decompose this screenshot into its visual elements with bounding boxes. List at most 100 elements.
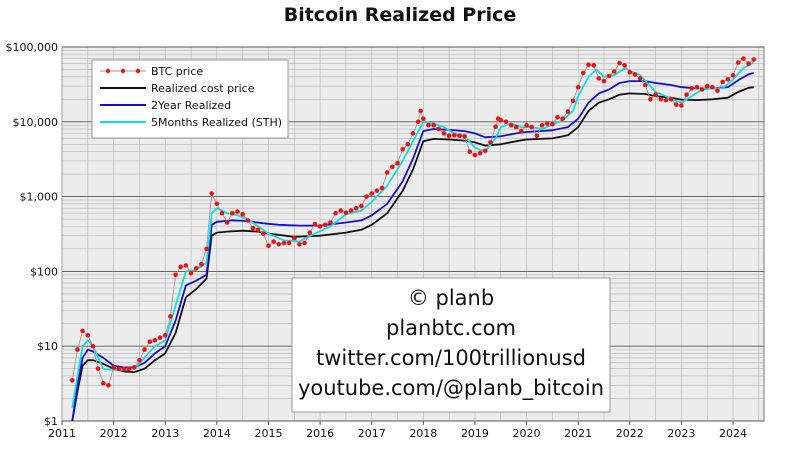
btc-price-point (730, 72, 736, 78)
btc-price-point (648, 97, 653, 102)
btc-price-point (715, 88, 720, 94)
btc-price-point (292, 235, 297, 241)
btc-price-point (751, 57, 756, 62)
btc-price-point (488, 140, 493, 145)
y-tick-label: $1 (44, 415, 58, 428)
x-tick-label: 2013 (151, 427, 179, 440)
btc-price-point (565, 109, 571, 114)
btc-price-point (188, 270, 194, 276)
y-tick-label: $1,000 (20, 191, 59, 204)
btc-price-point (317, 224, 323, 229)
btc-price-point (720, 79, 725, 85)
x-tick-label: 2022 (616, 427, 644, 440)
btc-price-point (493, 124, 498, 129)
legend-label-realized-cost: Realized cost price (151, 82, 255, 95)
legend-btc-marker (105, 68, 111, 74)
btc-price-point (132, 365, 137, 370)
btc-price-point (121, 366, 127, 372)
btc-price-point (674, 102, 679, 107)
x-tick-label: 2023 (667, 427, 695, 440)
btc-price-point (75, 347, 80, 352)
x-tick-label: 2020 (513, 427, 541, 440)
btc-price-point (364, 194, 369, 199)
btc-price-point (250, 225, 256, 231)
btc-price-point (322, 222, 328, 228)
btc-price-point (235, 209, 240, 214)
btc-price-point (116, 366, 122, 372)
btc-price-point (643, 82, 648, 88)
btc-price-point (307, 230, 313, 235)
btc-price-point (606, 73, 612, 79)
btc-price-point (90, 343, 96, 349)
btc-price-point (699, 87, 705, 92)
btc-price-point (483, 148, 488, 154)
y-tick-label: $10 (37, 340, 58, 353)
btc-price-point (168, 314, 173, 319)
btc-price-point (70, 378, 75, 383)
btc-price-point (653, 92, 658, 97)
btc-price-point (286, 240, 292, 246)
legend-btc-marker (120, 68, 126, 74)
btc-price-point (152, 338, 158, 343)
watermark-box: © planb planbtc.com twitter.com/100trill… (291, 277, 611, 413)
btc-price-point (735, 60, 741, 65)
btc-price-point (694, 84, 700, 90)
btc-price-point (374, 188, 380, 193)
y-axis-ticks: $1 $10 $100 $1,000 $10,000 $100,000 (6, 41, 59, 428)
legend-box (91, 59, 289, 139)
btc-price-point (126, 366, 132, 372)
btc-price-point (462, 134, 467, 139)
x-tick-label: 2014 (203, 427, 231, 440)
btc-price-point (555, 115, 560, 120)
btc-price-point (441, 131, 447, 136)
btc-price-point (343, 210, 349, 215)
btc-price-point (472, 152, 478, 158)
x-tick-label: 2012 (100, 427, 128, 440)
btc-price-point (328, 220, 333, 225)
x-tick-label: 2018 (409, 427, 437, 440)
btc-price-point (240, 212, 245, 217)
btc-price-point (80, 328, 85, 334)
btc-price-point (193, 266, 199, 271)
btc-price-point (369, 191, 375, 196)
btc-price-point (297, 242, 302, 247)
btc-price-point (281, 240, 287, 246)
btc-price-point (529, 124, 534, 130)
btc-price-point (245, 218, 251, 223)
series-line-realized-cost-price (71, 86, 754, 422)
btc-price-point (379, 185, 385, 191)
btc-price-point (704, 83, 710, 89)
legend-btc-marker (135, 68, 141, 74)
btc-price-point (601, 78, 607, 84)
btc-price-point (586, 62, 591, 67)
btc-price-point (219, 210, 225, 216)
btc-price-point (255, 227, 261, 233)
chart-title: Bitcoin Realized Price (283, 4, 517, 26)
btc-price-point (741, 56, 746, 61)
btc-price-point (395, 160, 400, 166)
btc-price-point (622, 63, 627, 68)
btc-price-point (658, 97, 664, 102)
btc-price-point (137, 357, 142, 363)
btc-price-point (710, 84, 715, 90)
btc-price-point (224, 220, 230, 225)
btc-price-point (415, 119, 421, 125)
btc-price-point (418, 108, 424, 114)
x-tick-label: 2017 (358, 427, 386, 440)
btc-price-point (663, 97, 669, 103)
btc-price-point (498, 117, 504, 123)
btc-price-point (261, 231, 266, 236)
y-tick-label: $10,000 (13, 116, 59, 129)
btc-price-point (405, 142, 411, 147)
btc-price-point (457, 133, 462, 139)
btc-price-point (348, 208, 354, 213)
btc-price-point (359, 203, 364, 209)
btc-price-point (400, 146, 406, 152)
btc-price-point (508, 122, 514, 128)
twitter-text: twitter.com/100trillionusd (316, 346, 586, 370)
btc-price-point (173, 272, 178, 278)
btc-price-point (333, 210, 338, 216)
btc-price-point (534, 133, 540, 139)
btc-price-point (544, 121, 550, 126)
